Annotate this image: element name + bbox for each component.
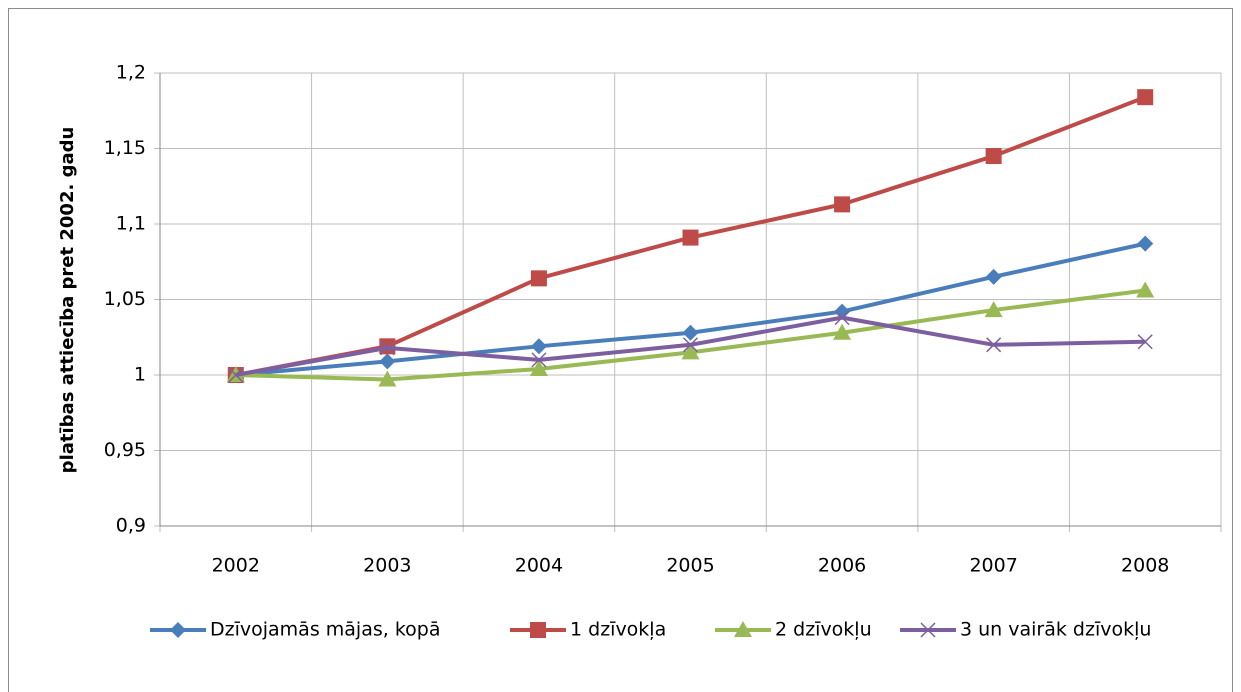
x-tick-label: 2008: [1121, 555, 1169, 577]
y-tick-label: 1,05: [104, 288, 146, 310]
y-tick-label: 1,1: [116, 213, 146, 235]
point-marker: [379, 353, 396, 370]
legend-marker: [170, 622, 186, 638]
y-tick-label: 0,9: [116, 515, 146, 537]
point-marker: [1137, 334, 1153, 350]
x-tick-label: 2006: [818, 555, 866, 577]
x-tick-label: 2002: [212, 555, 260, 577]
point-marker: [530, 270, 547, 287]
point-marker: [984, 301, 1003, 318]
point-marker: [529, 359, 548, 376]
y-tick-label: 0,95: [104, 439, 146, 461]
point-marker: [530, 338, 547, 355]
point-marker: [1136, 281, 1155, 298]
point-marker: [682, 337, 699, 353]
x-tick-label: 2003: [363, 555, 411, 577]
point-marker: [531, 352, 547, 368]
point-marker: [833, 323, 852, 340]
point-marker: [378, 370, 397, 387]
y-tick-label: 1: [134, 364, 146, 386]
legend-marker: [530, 622, 546, 638]
legend-label: Dzīvojamās mājas, kopā: [210, 619, 440, 641]
x-tick-label: 2004: [515, 555, 563, 577]
point-marker: [834, 196, 851, 213]
y-tick-label: 1,2: [116, 62, 146, 84]
y-axis-title: platības attiecība pret 2002. gadu: [57, 127, 78, 474]
point-marker: [985, 148, 1002, 165]
point-marker: [681, 343, 700, 360]
point-marker: [834, 303, 851, 320]
point-marker: [379, 340, 395, 356]
legend-marker: [920, 622, 936, 638]
legend-label: 1 dzīvokļa: [570, 619, 666, 641]
x-tick-label: 2007: [969, 555, 1017, 577]
point-marker: [985, 268, 1002, 285]
point-marker: [834, 310, 850, 326]
point-marker: [682, 324, 699, 341]
x-tick-label: 2005: [666, 555, 714, 577]
point-marker: [1137, 235, 1154, 252]
legend-marker: [734, 621, 752, 637]
point-marker: [986, 337, 1002, 353]
legend-label: 2 dzīvokļu: [775, 619, 872, 641]
legend-label: 3 un vairāk dzīvokļu: [960, 619, 1151, 641]
point-marker: [228, 367, 244, 383]
y-tick-label: 1,15: [104, 137, 146, 159]
point-marker: [682, 229, 699, 246]
point-marker: [1137, 89, 1154, 106]
